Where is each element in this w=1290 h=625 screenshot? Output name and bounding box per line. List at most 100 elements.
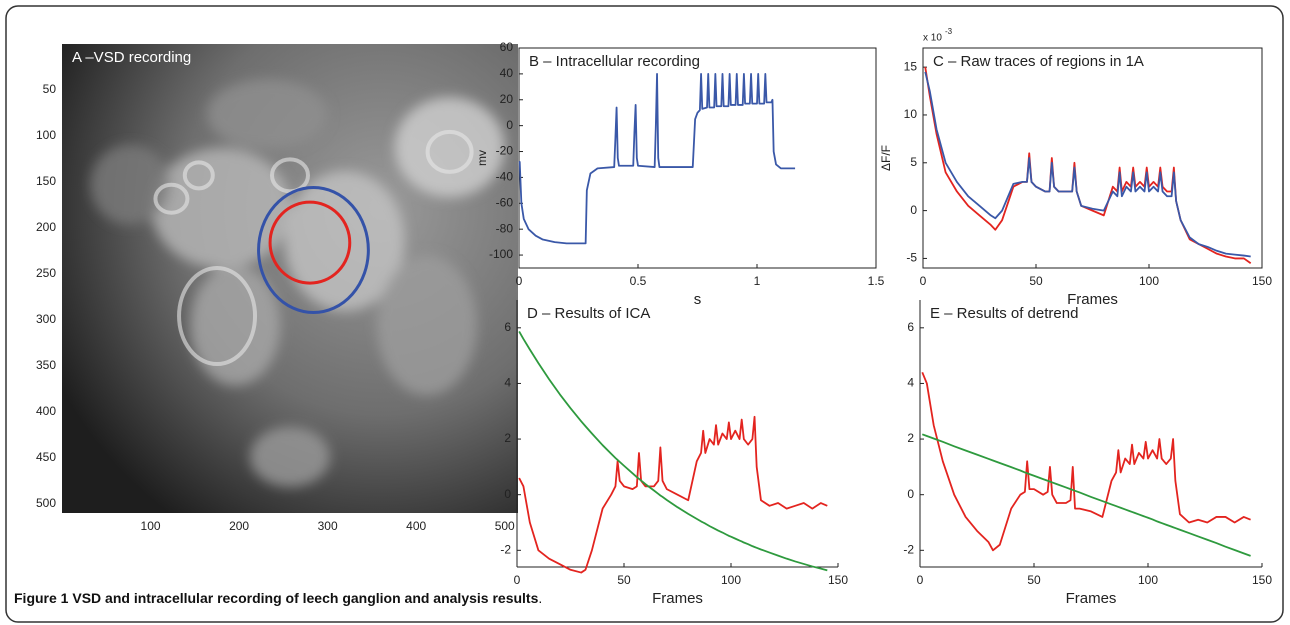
- y-tick-label: 2: [907, 431, 914, 445]
- x-axis-label: Frames: [1067, 291, 1118, 308]
- y-tick-label: -80: [496, 221, 514, 235]
- x-tick-label: 50: [617, 573, 631, 587]
- x-tick-label: 400: [406, 519, 426, 533]
- axes-box: [922, 47, 1263, 269]
- y-tick-label: -2: [500, 542, 511, 556]
- roi-circle: [257, 185, 370, 315]
- caption: Figure 1 VSD and intracellular recording…: [14, 590, 542, 606]
- x-tick-label: 0: [514, 573, 521, 587]
- y-tick-label: 0: [506, 118, 513, 132]
- x-tick-label: 0: [516, 274, 523, 288]
- y-axis-label: mv: [475, 150, 489, 166]
- y-tick-label: 500: [36, 496, 56, 510]
- y-tick-label: 0: [504, 487, 511, 501]
- x-tick-label: 150: [1252, 573, 1272, 587]
- x-tick-label: 1: [754, 274, 761, 288]
- y-tick-label: 4: [907, 376, 914, 390]
- line-series: [924, 66, 1252, 264]
- y-tick-label: 10: [904, 107, 918, 121]
- y-tick-label: 6: [504, 320, 511, 334]
- image-blob: [394, 97, 505, 198]
- line-series: [921, 371, 1251, 552]
- image-blob: [190, 265, 281, 386]
- x-tick-label: 100: [141, 519, 161, 533]
- y-tick-label: 450: [36, 450, 56, 464]
- image-ring: [425, 129, 474, 174]
- panel-title: D – Results of ICA: [527, 305, 650, 322]
- figure-border: [5, 5, 1284, 623]
- x-tick-label: 150: [828, 573, 848, 587]
- x-tick-label: 500: [495, 519, 515, 533]
- line-series: [921, 433, 1251, 557]
- y-tick-label: 40: [500, 66, 514, 80]
- image-ring: [177, 266, 258, 367]
- image-blob: [207, 79, 328, 150]
- x-tick-label: 100: [1138, 573, 1158, 587]
- panel: 0 50 100 150 -2 0 2 4 6 D – Results of ICA Frames: [500, 300, 848, 607]
- image-ring: [270, 157, 310, 194]
- y-tick-label: 6: [907, 320, 914, 334]
- y-tick-label: 150: [36, 174, 56, 188]
- image-blob: [284, 170, 405, 311]
- line-series: [518, 415, 828, 574]
- image-texture: [90, 79, 505, 487]
- x-tick-label: 0.5: [630, 274, 647, 288]
- x-axis-label: s: [694, 291, 702, 308]
- y-tick-label: 15: [904, 59, 918, 73]
- y-tick-label: 2: [504, 431, 511, 445]
- y-tick-label: 100: [36, 128, 56, 142]
- y-tick-label: 60: [500, 40, 514, 54]
- y-tick-label: -5: [906, 251, 917, 265]
- line-series: [924, 71, 1251, 258]
- x-tick-label: 150: [1252, 274, 1272, 288]
- x-tick-label: 0: [920, 274, 927, 288]
- x-tick-label: 300: [318, 519, 338, 533]
- x-tick-label: 100: [1139, 274, 1159, 288]
- panel: 0 0.5 1 1.5 -100 -80 -60 -40 -20 0 20 40 60 B – Intra…: [475, 40, 884, 308]
- y-tick-label: 200: [36, 220, 56, 234]
- caption-end: .: [538, 590, 543, 606]
- axes-box: [518, 47, 877, 269]
- image-blob: [250, 426, 330, 487]
- line-series: [518, 330, 828, 572]
- y-tick-label: -20: [496, 144, 514, 158]
- image-ring: [182, 160, 215, 191]
- panel: 100 200 300 400 5005010015020025030035040045…: [36, 44, 518, 533]
- y-tick-label: 4: [504, 376, 511, 390]
- panel: 0 50 100 150 -2 0 2 4 6 E – Results of detrend Fra…: [903, 300, 1272, 607]
- x-tick-label: 50: [1029, 274, 1043, 288]
- x-tick-label: 200: [229, 519, 249, 533]
- roi-circle: [268, 200, 352, 285]
- y-tick-label: -2: [903, 542, 914, 556]
- caption-label: Figure 1: [14, 590, 69, 606]
- y-tick-label: 400: [36, 404, 56, 418]
- y-tick-label: 350: [36, 358, 56, 372]
- line-series: [518, 72, 796, 245]
- panel-title: B – Intracellular recording: [529, 53, 700, 70]
- y-multiplier: x 10: [923, 33, 942, 44]
- y-tick-label: 5: [910, 155, 917, 169]
- x-tick-label: 0: [917, 573, 924, 587]
- image: [62, 44, 518, 513]
- x-axis-label: Frames: [652, 590, 703, 607]
- panel-title: E – Results of detrend: [930, 305, 1078, 322]
- y-tick-label: 250: [36, 266, 56, 280]
- y-tick-label: -40: [496, 170, 514, 184]
- panel-title: A –VSD recording: [72, 49, 191, 66]
- x-tick-label: 1.5: [868, 274, 885, 288]
- x-axis-label: Frames: [1066, 590, 1117, 607]
- x-tick-label: 50: [1027, 573, 1041, 587]
- caption-text: VSD and intracellular recording of leech…: [72, 590, 539, 606]
- y-tick-label: 300: [36, 312, 56, 326]
- x-tick-label: 100: [721, 573, 741, 587]
- y-tick-label: 20: [500, 92, 514, 106]
- y-tick-label: -60: [496, 195, 514, 209]
- image-blob: [90, 144, 171, 225]
- y-tick-label: 0: [907, 487, 914, 501]
- y-multiplier-exponent: -3: [945, 27, 953, 36]
- y-axis-label: ΔF/F: [879, 145, 893, 171]
- y-tick-label: 50: [43, 82, 57, 96]
